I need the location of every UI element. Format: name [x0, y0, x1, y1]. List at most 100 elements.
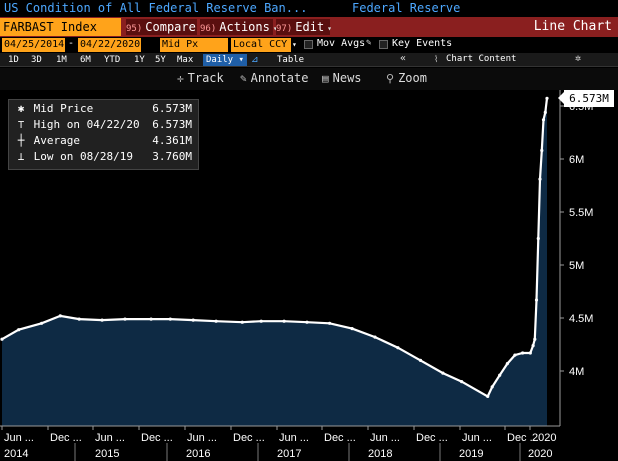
y-tick-label: 5.5M: [569, 207, 593, 219]
currency-select[interactable]: Local CCY: [231, 38, 291, 52]
range-bar: 1D 3D 1M 6M YTD 1Y 5Y Max Daily ▾ ⊿ Tabl…: [0, 53, 618, 67]
x-tick-label: Jun ...: [462, 432, 492, 444]
news-button[interactable]: ▤ News: [322, 71, 362, 85]
price-point: [305, 320, 309, 324]
price-point: [533, 337, 537, 341]
x-tick-label: Jun ...: [370, 432, 400, 444]
legend-mid-price: ✱ Mid Price: [15, 102, 94, 116]
x-tick-label: Dec ...: [507, 432, 539, 444]
annotate-button[interactable]: ✎ Annotate: [240, 71, 308, 85]
legend-high: ⊤ High on 04/22/20: [15, 118, 140, 132]
x-year-label: 2019: [459, 448, 483, 460]
legend-average-value: 4.361M: [152, 134, 192, 147]
pencil-icon: ✎: [240, 72, 247, 85]
price-point: [328, 321, 332, 325]
price-point: [100, 318, 104, 322]
price-point: [282, 319, 286, 323]
compare-button[interactable]: 95) Compare: [126, 19, 197, 35]
collapse-icon[interactable]: «: [400, 53, 407, 64]
key-events-label: Key Events: [392, 38, 453, 49]
range-6m[interactable]: 6M: [80, 55, 91, 65]
x-tick-label: 2020: [532, 432, 556, 444]
x-year-label: 2014: [4, 448, 28, 460]
news-icon: ▤: [322, 72, 329, 85]
track-label: Track: [187, 71, 224, 85]
x-year-label: 2018: [368, 448, 392, 460]
price-point: [460, 380, 464, 384]
mov-avgs-label: Mov Avgs: [317, 38, 366, 49]
legend-average: ┼ Average: [15, 134, 80, 148]
edit-number: 97): [276, 24, 293, 34]
chart-content-button[interactable]: Chart Content: [446, 54, 517, 64]
start-date-field[interactable]: 04/25/2014: [2, 38, 65, 52]
end-date-field[interactable]: 04/22/2020: [78, 38, 141, 52]
window-title: US Condition of All Federal Reserve Ban.…: [4, 1, 308, 15]
actions-number: 96): [200, 24, 217, 34]
x-tick-label: Dec ...: [233, 432, 265, 444]
actions-dropdown-icon: ▾: [273, 24, 278, 33]
last-price-tag: 6.573M: [558, 90, 614, 107]
range-5y[interactable]: 5Y: [155, 55, 166, 65]
track-button[interactable]: ✛ Track: [177, 71, 224, 85]
mov-avgs-edit-icon[interactable]: ✎: [366, 38, 372, 48]
price-point: [240, 320, 244, 324]
legend-low-value: 3.760M: [152, 150, 192, 163]
high-marker-icon: ⊤: [17, 118, 25, 131]
range-1d[interactable]: 1D: [8, 55, 19, 65]
range-1y[interactable]: 1Y: [134, 55, 145, 65]
ticker-input[interactable]: FARBAST Index: [0, 18, 121, 36]
zoom-label: Zoom: [398, 71, 427, 85]
price-point: [513, 353, 517, 357]
x-year-label: 2016: [186, 448, 210, 460]
field-select[interactable]: Mid Px: [160, 38, 228, 52]
price-point: [441, 371, 445, 375]
x-tick-label: Dec ...: [324, 432, 356, 444]
window-subtitle: Federal Reserve: [352, 1, 461, 15]
price-point: [538, 177, 542, 181]
chart-content-icon: ⌇: [434, 55, 439, 65]
actions-button[interactable]: 96)Actions▾: [200, 19, 278, 35]
key-events-checkbox[interactable]: [379, 40, 388, 49]
edit-button[interactable]: 97) Edit ▾: [276, 19, 332, 35]
range-max[interactable]: Max: [177, 55, 194, 65]
zoom-button[interactable]: ⚲ Zoom: [386, 71, 427, 85]
price-point: [540, 148, 544, 153]
price-point: [396, 346, 400, 350]
range-3d[interactable]: 3D: [31, 55, 42, 65]
price-point: [350, 327, 354, 331]
price-point: [77, 317, 81, 321]
price-point: [534, 298, 539, 302]
range-ytd[interactable]: YTD: [104, 55, 121, 65]
edit-dropdown-icon: ▾: [327, 24, 332, 33]
chart-type-icon[interactable]: ⊿: [251, 55, 259, 65]
low-marker-icon: ⊥: [17, 150, 25, 163]
legend-average-label: Average: [33, 134, 80, 147]
y-tick-label: 5M: [569, 260, 584, 272]
price-point: [191, 318, 195, 322]
window-title-bar: US Condition of All Federal Reserve Ban.…: [0, 0, 618, 17]
view-label: Line Chart: [533, 19, 612, 34]
price-point: [168, 317, 172, 321]
price-series-line: [1, 98, 549, 398]
currency-dropdown-icon[interactable]: ▾: [292, 40, 297, 49]
mov-avgs-checkbox[interactable]: [304, 40, 313, 49]
price-point: [490, 385, 494, 389]
price-point: [17, 328, 21, 332]
price-point: [498, 373, 502, 377]
gear-icon[interactable]: ✲: [575, 53, 582, 64]
edit-label: Edit: [295, 20, 325, 34]
x-tick-label: Dec ...: [416, 432, 448, 444]
table-button[interactable]: Table: [277, 55, 305, 65]
actions-label: Actions: [219, 20, 270, 34]
x-tick-label: Jun ...: [279, 432, 309, 444]
crosshair-icon: ✛: [177, 72, 184, 85]
x-tick-label: Jun ...: [187, 432, 217, 444]
frequency-select[interactable]: Daily ▾: [203, 54, 247, 66]
price-point: [58, 314, 62, 318]
price-point: [486, 394, 490, 398]
y-tick-label: 4M: [569, 366, 584, 378]
x-tick-label: Dec ...: [50, 432, 82, 444]
range-1m[interactable]: 1M: [56, 55, 67, 65]
y-tick-label: 4.5M: [569, 313, 593, 325]
